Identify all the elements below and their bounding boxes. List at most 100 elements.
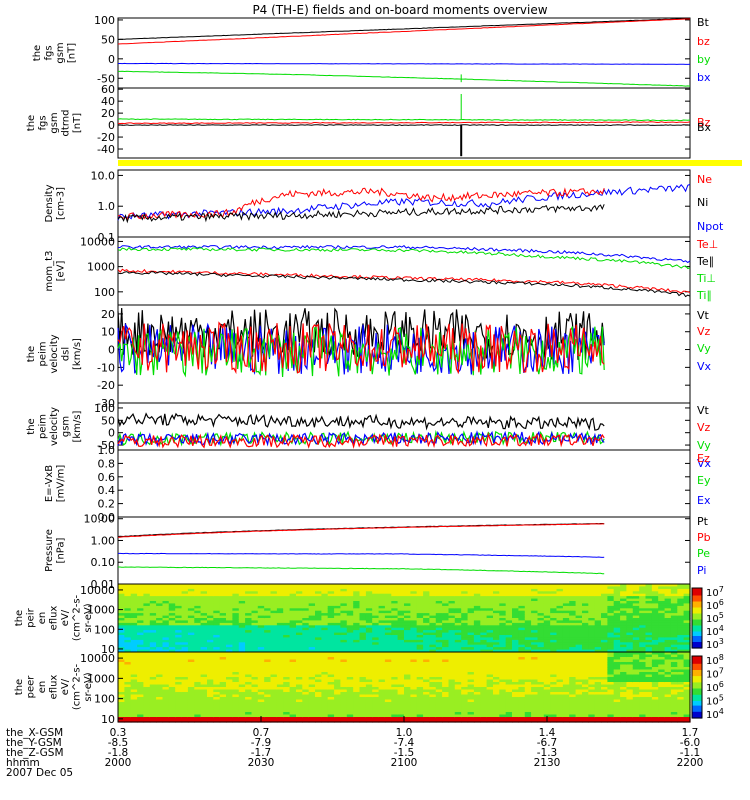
heatmap-cell	[321, 692, 329, 696]
heatmap-cell	[187, 598, 195, 602]
heatmap-cell	[423, 687, 431, 691]
heatmap-cell	[543, 712, 551, 716]
heatmap-cell	[467, 672, 475, 676]
heatmap-cell	[378, 714, 386, 718]
heatmap-cell	[384, 712, 392, 716]
heatmap-cell	[378, 707, 386, 711]
heatmap-cell	[346, 667, 354, 671]
heatmap-cell	[550, 697, 558, 701]
heatmap-cell	[423, 669, 431, 673]
heatmap-cell	[442, 605, 450, 609]
heatmap-cell	[613, 618, 621, 621]
colorbar-segment	[692, 592, 702, 595]
heatmap-cell	[384, 639, 392, 643]
panel-velocity1: the peim velocity dsl [km/s]20100-10-20-30Vt…	[26, 304, 712, 410]
series-pi-line	[118, 552, 605, 558]
heatmap-cell	[486, 672, 494, 676]
heatmap-cell	[175, 687, 183, 691]
heatmap-cell	[187, 674, 195, 678]
heatmap-cell	[238, 717, 246, 721]
heatmap-cell	[353, 591, 361, 595]
heatmap-cell	[321, 677, 329, 681]
heatmap-cell	[493, 657, 500, 661]
heatmap-cell	[232, 649, 240, 653]
heatmap-cell	[137, 586, 145, 590]
heatmap-cell	[562, 637, 570, 641]
heatmap-cell	[473, 596, 481, 600]
heatmap-cell	[588, 598, 596, 602]
y-axis-label: the	[26, 418, 37, 434]
heatmap-cell	[359, 613, 367, 617]
heatmap-cell	[302, 697, 310, 701]
heatmap-cell	[410, 593, 418, 597]
heatmap-cell	[435, 601, 443, 604]
heatmap-cell	[512, 591, 519, 595]
heatmap-cell	[550, 654, 558, 658]
heatmap-cell	[219, 712, 227, 716]
heatmap-cell	[480, 719, 488, 723]
heatmap-cell	[569, 719, 577, 723]
heatmap-cell	[556, 620, 564, 624]
heatmap-cell	[613, 598, 621, 602]
heatmap-cell	[226, 674, 233, 678]
heatmap-cell	[537, 667, 545, 671]
heatmap-cell	[670, 620, 678, 624]
heatmap-cell	[658, 639, 666, 643]
heatmap-cell	[175, 664, 183, 668]
heatmap-cell	[410, 669, 418, 673]
heatmap-cell	[594, 677, 602, 681]
heatmap-cell	[505, 682, 513, 686]
heatmap-cell	[321, 662, 329, 666]
heatmap-cell	[480, 593, 488, 597]
heatmap-cell	[556, 613, 564, 617]
heatmap-cell	[143, 702, 151, 706]
heatmap-cell	[137, 647, 145, 651]
heatmap-cell	[187, 707, 195, 711]
heatmap-cell	[461, 694, 469, 698]
heatmap-cell	[550, 674, 558, 678]
y-tick-label: 0.1	[98, 231, 116, 244]
heatmap-cell	[302, 622, 310, 626]
heatmap-cell	[410, 654, 418, 658]
y-tick-label: -50	[97, 439, 115, 452]
heatmap-cell	[423, 659, 431, 663]
heatmap-cell	[378, 689, 386, 693]
heatmap-cell	[677, 608, 685, 612]
heatmap-cell	[372, 679, 380, 683]
y-axis-label: [mV/m]	[56, 465, 67, 503]
heatmap-cell	[137, 649, 145, 653]
heatmap-cell	[296, 702, 303, 706]
heatmap-cell	[670, 608, 678, 612]
heatmap-cell	[404, 644, 411, 648]
heatmap-cell	[429, 615, 437, 619]
heatmap-cell	[238, 712, 246, 716]
heatmap-cell	[118, 664, 125, 668]
heatmap-cell	[473, 684, 481, 688]
heatmap-cell	[130, 603, 138, 607]
heatmap-cell	[149, 699, 157, 703]
heatmap-cell	[531, 659, 539, 663]
heatmap-cell	[582, 627, 589, 631]
heatmap-cell	[658, 615, 666, 619]
heatmap-cell	[562, 613, 570, 617]
heatmap-cell	[296, 615, 303, 619]
heatmap-cell	[505, 702, 513, 706]
heatmap-cell	[423, 652, 431, 656]
heatmap-cell	[384, 627, 392, 631]
y-tick-label: -20	[97, 131, 115, 144]
heatmap-cell	[397, 632, 405, 636]
heatmap-cell	[442, 644, 450, 648]
heatmap-cell	[435, 704, 443, 708]
heatmap-cell	[391, 707, 399, 711]
heatmap-cell	[276, 704, 284, 708]
heatmap-cell	[334, 719, 342, 723]
heatmap-cell	[232, 642, 240, 646]
heatmap-cell	[334, 674, 342, 678]
heatmap-cell	[448, 702, 456, 706]
heatmap-cell	[251, 652, 259, 656]
heatmap-cell	[187, 659, 195, 663]
heatmap-cell	[130, 630, 138, 634]
heatmap-cell	[194, 591, 202, 595]
heatmap-cell	[620, 620, 628, 624]
heatmap-cell	[493, 717, 500, 721]
